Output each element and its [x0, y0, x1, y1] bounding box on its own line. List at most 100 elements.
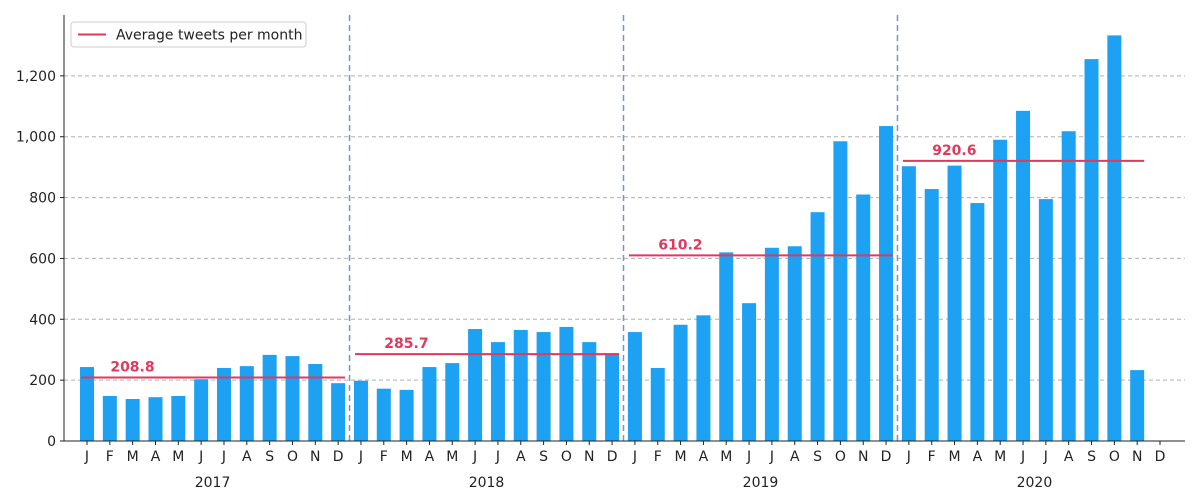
year-label: 2019 — [743, 475, 779, 491]
bar — [650, 367, 665, 441]
bar — [216, 367, 231, 441]
bar — [559, 326, 574, 441]
bar — [582, 342, 597, 441]
x-tick-label: N — [310, 449, 320, 465]
x-tick-label: A — [699, 449, 709, 465]
y-tick-label: 600 — [29, 251, 56, 267]
y-tick-label: 1,200 — [16, 69, 56, 85]
year-label: 2018 — [469, 475, 505, 491]
x-tick-label: M — [446, 449, 458, 465]
y-tick-label: 1,000 — [16, 130, 56, 146]
x-tick-label: J — [221, 449, 226, 465]
x-tick-label: M — [675, 449, 687, 465]
x-tick-label: O — [835, 449, 846, 465]
average-label: 920.6 — [932, 143, 976, 159]
bar — [742, 303, 757, 441]
x-tick-label: A — [425, 449, 435, 465]
x-tick-label: J — [358, 449, 363, 465]
bar — [1084, 59, 1099, 441]
year-label: 2020 — [1017, 475, 1053, 491]
bar — [80, 367, 94, 441]
x-tick-label: N — [858, 449, 868, 465]
bar — [1130, 370, 1145, 441]
x-tick-label: A — [516, 449, 526, 465]
bar — [468, 329, 483, 441]
bar — [285, 356, 300, 441]
x-tick-label: M — [172, 449, 184, 465]
bar — [764, 247, 779, 441]
bar — [1107, 35, 1122, 441]
bar — [422, 367, 437, 441]
bar — [924, 189, 939, 441]
bar — [308, 364, 323, 441]
bar — [536, 332, 551, 441]
bar — [970, 203, 985, 441]
bar — [194, 379, 209, 441]
x-tick-label: A — [151, 449, 161, 465]
bar — [627, 332, 642, 441]
bar — [1038, 199, 1053, 441]
x-tick-label: J — [198, 449, 203, 465]
x-tick-label: F — [928, 449, 936, 465]
x-tick-label: D — [881, 449, 892, 465]
x-tick-label: M — [994, 449, 1006, 465]
average-label: 610.2 — [658, 237, 702, 253]
year-dividers — [348, 15, 899, 441]
bar — [1016, 110, 1031, 441]
average-lines: 208.8 285.7 610.2 920.6 — [81, 143, 1145, 379]
bar — [331, 383, 346, 441]
y-tick-label: 400 — [29, 312, 56, 328]
year-label: 2017 — [195, 475, 231, 491]
legend-box — [70, 21, 307, 48]
y-tick-label: 200 — [29, 373, 56, 389]
bar — [719, 252, 734, 441]
x-tick-label: N — [1132, 449, 1142, 465]
bar — [102, 395, 117, 441]
average-label: 285.7 — [384, 336, 428, 352]
y-tick-label: 0 — [47, 434, 56, 450]
bar — [856, 194, 871, 441]
x-tick-label: F — [106, 449, 114, 465]
bar — [605, 353, 620, 441]
x-tick-label: J — [495, 449, 500, 465]
bar — [787, 246, 802, 441]
x-tick-label: D — [1155, 449, 1166, 465]
x-tick-label: O — [1109, 449, 1120, 465]
x-tick-label: S — [539, 449, 548, 465]
bar — [125, 399, 140, 441]
x-tick-label: F — [654, 449, 662, 465]
bar — [148, 397, 163, 441]
bar — [445, 363, 460, 441]
bar — [490, 342, 505, 441]
x-tick-label: S — [1087, 449, 1096, 465]
x-tick-label: J — [1020, 449, 1025, 465]
average-label: 208.8 — [110, 359, 154, 375]
x-tick-label: D — [607, 449, 618, 465]
x-tick-label: N — [584, 449, 594, 465]
bar — [901, 166, 916, 442]
x-tick-label: S — [813, 449, 822, 465]
legend-label: Average tweets per month — [116, 28, 302, 44]
bar — [239, 366, 254, 441]
bar — [513, 329, 528, 441]
bar — [1061, 131, 1076, 442]
x-tick-label: A — [973, 449, 983, 465]
bar — [262, 354, 277, 441]
bar — [673, 324, 688, 441]
x-tick-label: A — [1064, 449, 1074, 465]
y-tick-label: 800 — [29, 191, 56, 207]
x-tick-label: J — [746, 449, 751, 465]
x-tick-label: A — [790, 449, 800, 465]
axes — [60, 15, 1185, 445]
bar — [810, 212, 825, 441]
x-tick-label: J — [906, 449, 911, 465]
bar — [993, 139, 1008, 441]
x-tick-label: M — [127, 449, 139, 465]
x-tick-label: S — [265, 449, 274, 465]
x-tick-label: A — [242, 449, 252, 465]
bar — [376, 388, 391, 441]
x-tick-label: D — [333, 449, 344, 465]
bar — [879, 126, 894, 442]
